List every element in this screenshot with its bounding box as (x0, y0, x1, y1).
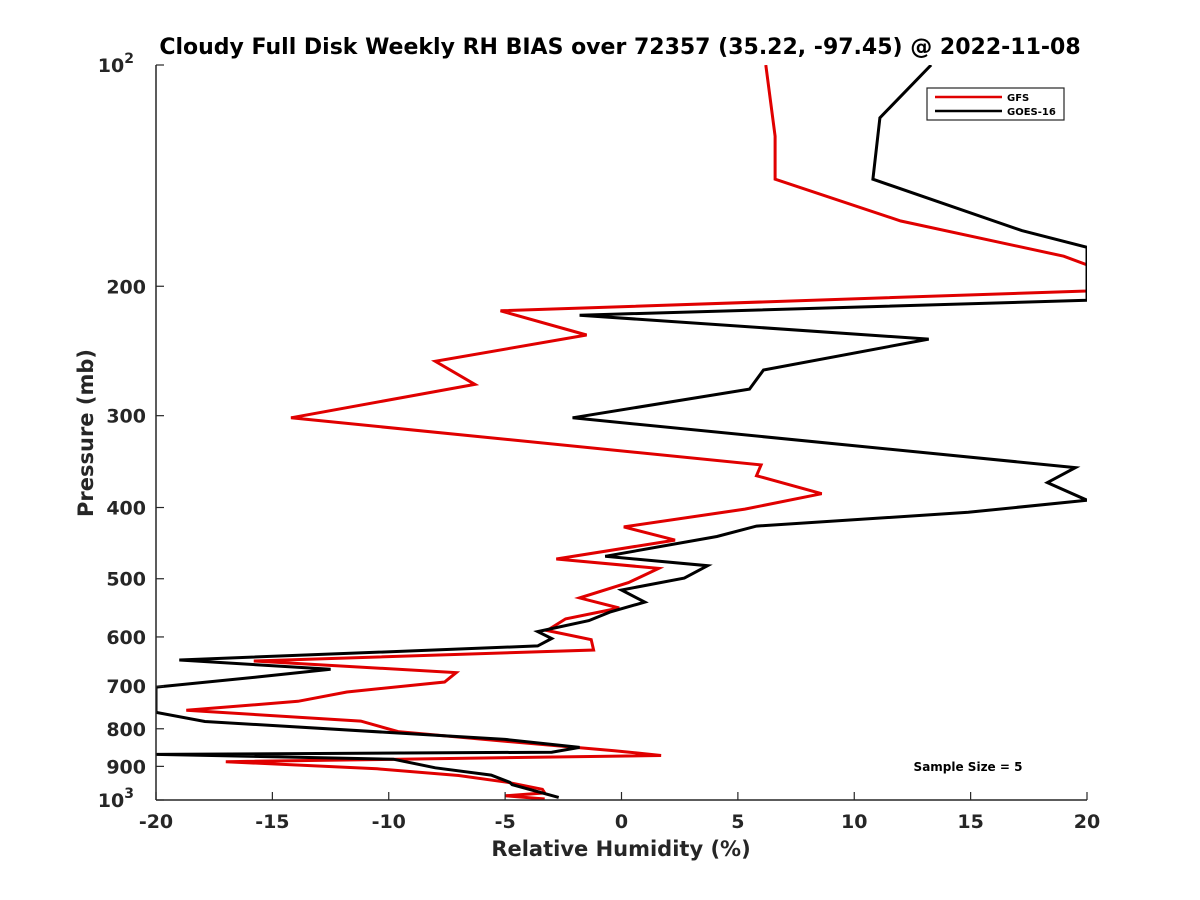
y-tick-label: 400 (106, 498, 146, 520)
series-line-goes-16 (156, 65, 1087, 799)
sample-size-annotation: Sample Size = 5 (914, 760, 1023, 774)
y-axis-label: Pressure (mb) (74, 349, 98, 517)
legend-label-gfs: GFS (1007, 93, 1029, 104)
x-tick-label: 0 (615, 811, 628, 833)
plot-area: -20 -15 -10 -5 0 5 10 15 20 102 200 300 400 500 600 700… (98, 51, 1100, 833)
legend-label-goes-16: GOES-16 (1007, 107, 1056, 118)
x-tick-label: 15 (957, 811, 983, 833)
x-tick-label: 5 (731, 811, 744, 833)
y-tick-label: 900 (106, 756, 146, 778)
y-tick-label: 102 (98, 51, 134, 77)
x-tick-label: -10 (372, 811, 406, 833)
y-tick-label: 200 (106, 276, 146, 298)
x-axis-label: Relative Humidity (%) (491, 837, 750, 861)
y-tick-label: 800 (106, 719, 146, 741)
chart-title: Cloudy Full Disk Weekly RH BIAS over 723… (159, 35, 1080, 60)
x-tick-label: -20 (139, 811, 173, 833)
y-tick-label: 700 (106, 676, 146, 698)
y-tick-label: 103 (98, 786, 134, 812)
x-tick-label: -15 (255, 811, 289, 833)
legend-box (926, 87, 1065, 121)
legend: GFS GOES-16 (926, 87, 1065, 121)
y-tick-label: 300 (106, 406, 146, 428)
series-line-gfs (186, 65, 1087, 800)
x-tick-label: -5 (495, 811, 516, 833)
x-tick-label: 20 (1074, 811, 1100, 833)
x-tick-label: 10 (841, 811, 867, 833)
y-tick-label: 500 (106, 569, 146, 591)
y-tick-label: 600 (106, 627, 146, 649)
